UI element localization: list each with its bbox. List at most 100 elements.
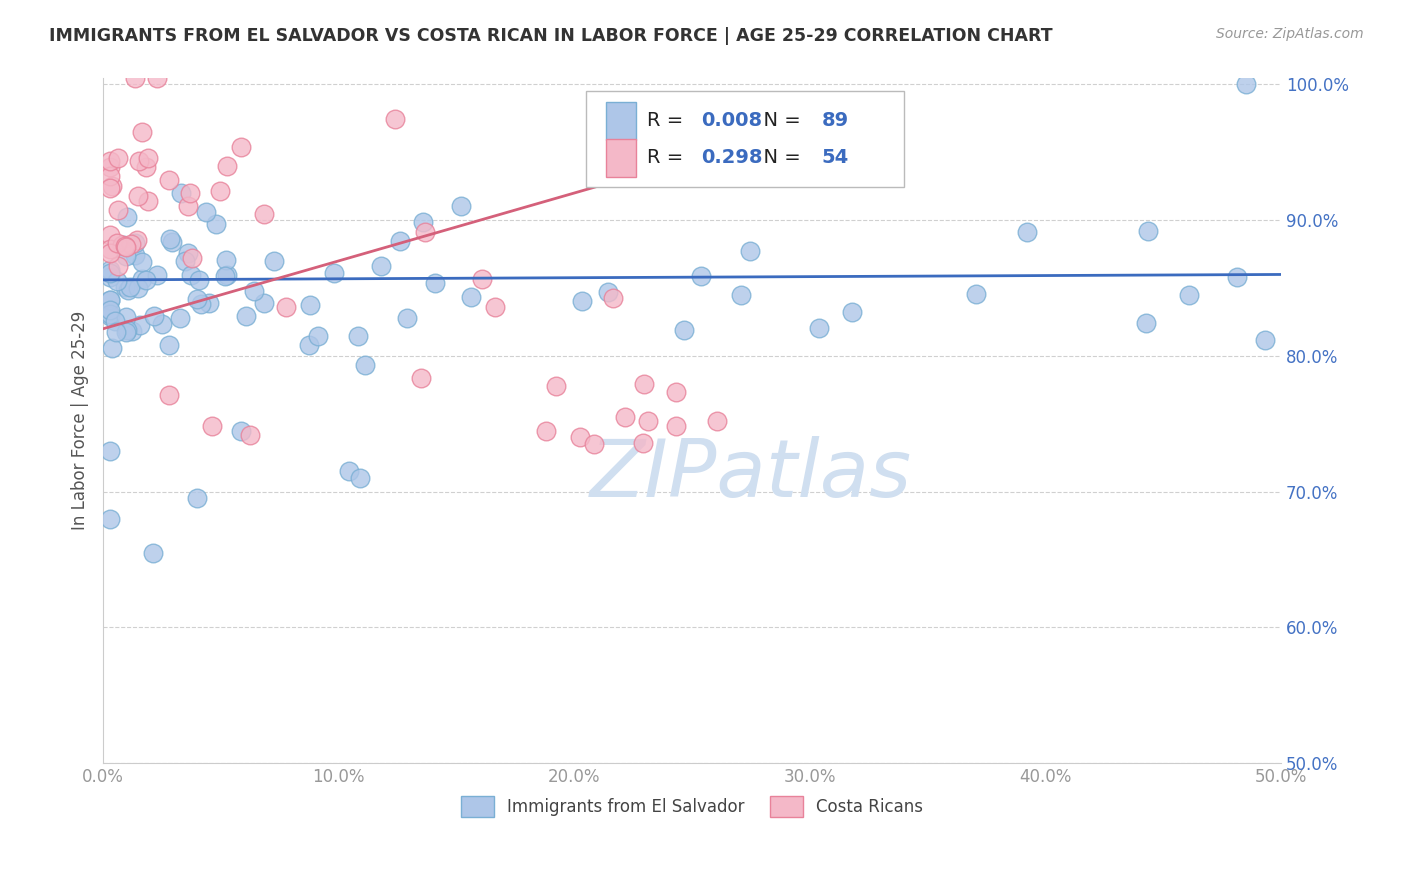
Point	[423, 277, 446, 291]
Point	[186, 292, 208, 306]
Text: 0.298: 0.298	[702, 148, 763, 168]
Point	[201, 419, 224, 434]
Point	[114, 249, 136, 263]
Point	[101, 178, 124, 193]
Point	[1135, 316, 1157, 330]
Point	[253, 207, 276, 221]
Point	[276, 300, 298, 314]
Point	[1137, 224, 1160, 238]
Point	[127, 281, 149, 295]
Point	[115, 310, 138, 325]
Point	[409, 371, 432, 385]
Point	[471, 271, 494, 285]
Point	[157, 173, 180, 187]
Point	[105, 236, 128, 251]
Point	[120, 236, 142, 251]
Point	[194, 205, 217, 219]
Point	[197, 295, 219, 310]
Text: R =: R =	[647, 148, 690, 168]
Point	[104, 314, 127, 328]
Point	[98, 444, 121, 458]
Point	[613, 409, 636, 424]
Point	[180, 268, 202, 282]
Point	[169, 311, 191, 326]
Point	[98, 228, 121, 243]
Point	[235, 309, 257, 323]
Point	[177, 246, 200, 260]
Point	[98, 169, 121, 183]
Point	[631, 436, 654, 450]
Point	[388, 234, 411, 248]
Point	[100, 342, 122, 356]
Point	[307, 328, 329, 343]
Point	[115, 210, 138, 224]
Point	[730, 288, 752, 302]
Point	[396, 311, 419, 326]
Point	[243, 285, 266, 299]
Point	[263, 253, 285, 268]
Point	[238, 427, 260, 442]
Point	[138, 194, 160, 208]
Point	[107, 152, 129, 166]
Point	[1017, 225, 1039, 239]
Point	[98, 310, 121, 324]
Point	[115, 325, 138, 339]
Point	[412, 215, 434, 229]
Point	[1226, 269, 1249, 284]
Point	[98, 303, 121, 318]
Point	[349, 471, 371, 485]
Point	[354, 358, 377, 372]
Text: Source: ZipAtlas.com: Source: ZipAtlas.com	[1216, 27, 1364, 41]
Point	[807, 321, 830, 335]
FancyBboxPatch shape	[606, 139, 636, 177]
Point	[690, 269, 713, 284]
Point	[127, 188, 149, 202]
Point	[706, 414, 728, 428]
Point	[602, 291, 624, 305]
Point	[169, 186, 191, 201]
FancyBboxPatch shape	[606, 102, 636, 140]
Point	[98, 270, 121, 285]
Point	[384, 112, 406, 127]
Point	[186, 491, 208, 506]
Point	[205, 217, 228, 231]
Point	[98, 293, 121, 307]
Point	[1254, 333, 1277, 347]
Point	[136, 151, 159, 165]
Point	[98, 266, 121, 280]
Y-axis label: In Labor Force | Age 25-29: In Labor Force | Age 25-29	[72, 310, 89, 530]
Point	[187, 273, 209, 287]
Point	[252, 296, 274, 310]
Point	[174, 254, 197, 268]
Point	[346, 329, 368, 343]
Point	[738, 244, 761, 259]
Legend: Immigrants from El Salvador, Costa Ricans: Immigrants from El Salvador, Costa Rican…	[454, 789, 931, 823]
Point	[1234, 78, 1257, 92]
Point	[484, 300, 506, 314]
Point	[146, 70, 169, 85]
Point	[215, 159, 238, 173]
Point	[124, 248, 146, 262]
Point	[546, 378, 568, 392]
Text: N =: N =	[751, 148, 807, 168]
Text: N =: N =	[751, 112, 807, 130]
Point	[157, 337, 180, 351]
Point	[209, 184, 232, 198]
Text: 0.008: 0.008	[702, 112, 762, 130]
Point	[118, 279, 141, 293]
Point	[115, 240, 138, 254]
Point	[370, 259, 392, 273]
Point	[673, 323, 696, 337]
Text: ZIPatlas: ZIPatlas	[591, 436, 912, 514]
Point	[98, 154, 121, 169]
Point	[231, 424, 253, 438]
Point	[115, 323, 138, 337]
Point	[596, 285, 619, 300]
Point	[128, 318, 150, 332]
Point	[98, 263, 121, 277]
Text: 89: 89	[821, 112, 849, 130]
Point	[98, 293, 121, 307]
Point	[190, 297, 212, 311]
Point	[450, 199, 472, 213]
Point	[298, 298, 321, 312]
